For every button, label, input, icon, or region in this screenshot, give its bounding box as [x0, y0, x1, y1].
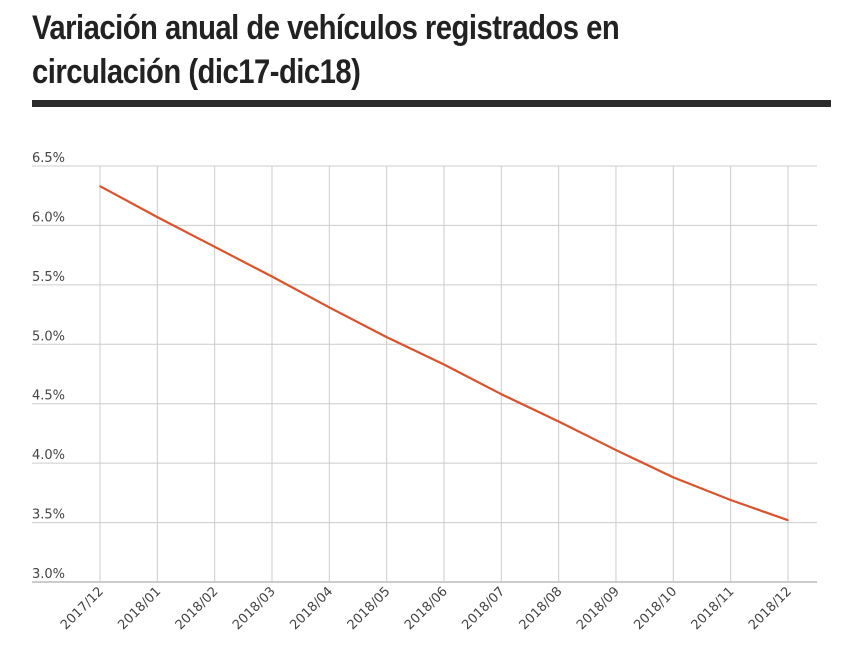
title-underline	[32, 100, 831, 107]
data-point	[729, 499, 732, 501]
x-tick-label: 2018/08	[517, 584, 566, 633]
x-tick-label: 2018/01	[115, 584, 164, 633]
chart-title: Variación anual de vehículos registrados…	[32, 9, 620, 91]
y-tick-label: 4.0%	[32, 448, 65, 463]
x-tick-label: 2018/07	[459, 584, 508, 633]
y-tick-labels: 3.0% 3.5% 4.0% 4.5% 5.0% 5.5% 6.0% 6.5%	[32, 151, 65, 582]
x-tick-label: 2017/12	[58, 584, 107, 633]
y-tick-label: 5.0%	[32, 329, 65, 344]
y-tick-label: 6.0%	[32, 210, 65, 225]
y-tick-label: 4.5%	[32, 389, 65, 404]
x-tick-label: 2018/10	[631, 584, 680, 633]
data-point	[99, 185, 101, 188]
x-tick-label: 2018/11	[689, 584, 738, 633]
data-point	[271, 275, 273, 278]
data-point	[385, 336, 388, 338]
data-point	[156, 216, 159, 218]
x-tick-label: 2018/02	[173, 584, 222, 633]
y-tick-label: 5.5%	[32, 270, 65, 285]
grid-lines	[32, 165, 817, 583]
data-point	[443, 363, 445, 366]
x-tick-label: 2018/05	[345, 584, 394, 633]
data-point	[787, 519, 789, 521]
data-point	[557, 420, 560, 423]
data-point	[615, 449, 617, 451]
y-tick-label: 3.0%	[32, 567, 65, 582]
data-point	[328, 306, 331, 309]
data-point	[672, 476, 675, 479]
x-tick-label: 2018/04	[287, 584, 336, 633]
x-tick-label: 2018/06	[402, 584, 451, 633]
series-layer	[99, 185, 789, 522]
data-point	[213, 246, 216, 248]
data-point	[500, 393, 503, 396]
y-tick-label: 6.5%	[32, 151, 65, 166]
x-tick-label: 2018/12	[746, 584, 795, 633]
x-tick-label: 2018/03	[230, 584, 279, 633]
x-tick-labels: 2017/12 2018/01 2018/02 2018/03 2018/04 2018/…	[58, 584, 795, 633]
x-tick-label: 2018/09	[574, 584, 623, 633]
y-tick-label: 3.5%	[32, 508, 65, 523]
